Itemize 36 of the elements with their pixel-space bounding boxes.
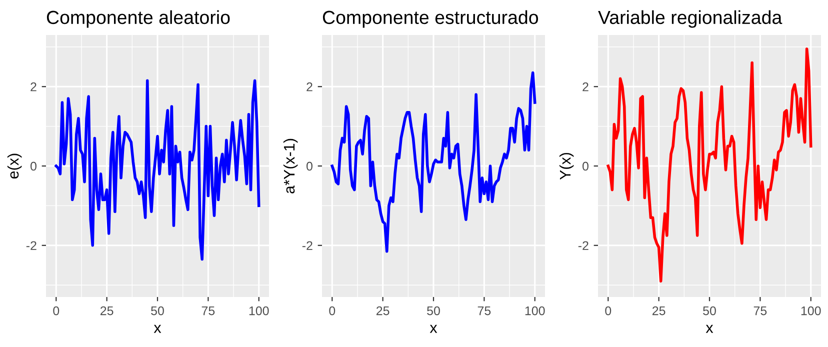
x-tick-label: 0 xyxy=(53,306,60,316)
y-tick-label: 2 xyxy=(306,82,312,92)
x-tick-label: 0 xyxy=(329,306,336,316)
y-tick-label: 0 xyxy=(306,162,312,171)
y-tick-label: -2 xyxy=(302,241,312,250)
y-tick-label: 2 xyxy=(30,82,36,92)
y-tick-label: -2 xyxy=(578,241,588,250)
x-axis-title: x xyxy=(154,324,162,333)
y-tick-label: -2 xyxy=(26,241,36,250)
x-tick-label: 50 xyxy=(427,306,440,316)
x-axis-title: x xyxy=(706,324,714,333)
chart-title: Componente estructurado xyxy=(322,10,538,28)
x-tick-label: 75 xyxy=(478,306,491,316)
x-tick-label: 25 xyxy=(376,306,390,316)
x-tick-label: 25 xyxy=(100,306,114,316)
y-tick-label: 2 xyxy=(582,82,588,92)
chart-title: Variable regionalizada xyxy=(598,10,782,28)
x-tick-label: 100 xyxy=(525,306,545,316)
y-axis-title: a*Y(x-1) xyxy=(283,138,298,194)
x-tick-label: 50 xyxy=(151,306,164,316)
x-tick-label: 75 xyxy=(202,306,215,316)
line-series xyxy=(54,79,260,261)
line-series xyxy=(330,71,536,253)
x-tick-label: 0 xyxy=(605,306,612,316)
y-tick-label: 0 xyxy=(582,162,588,171)
x-axis-title: x xyxy=(430,324,438,333)
line-series xyxy=(606,48,812,283)
x-tick-label: 100 xyxy=(801,306,821,316)
x-tick-label: 100 xyxy=(249,306,269,316)
x-tick-label: 25 xyxy=(652,306,666,316)
y-tick-label: 0 xyxy=(30,162,36,171)
x-tick-label: 50 xyxy=(703,306,716,316)
y-axis-title: e(x) xyxy=(7,154,22,179)
y-axis-title: Y(x) xyxy=(559,152,574,180)
x-tick-label: 75 xyxy=(754,306,767,316)
chart-title: Componente aleatorio xyxy=(46,10,230,28)
